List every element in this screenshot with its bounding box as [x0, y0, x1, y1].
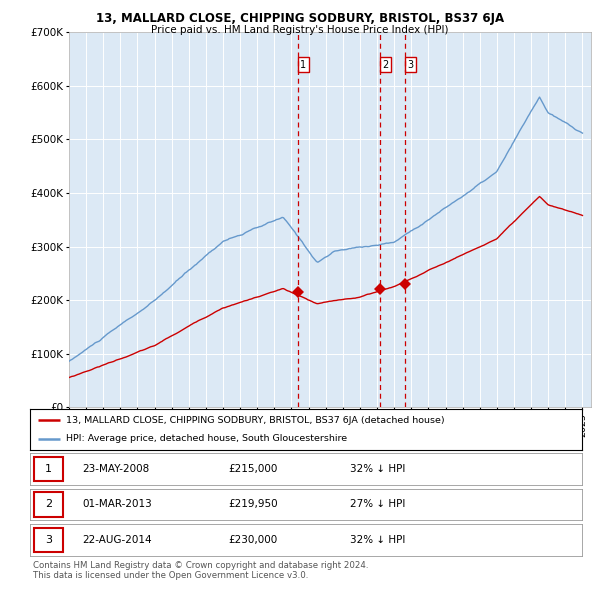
Text: 3: 3 — [407, 60, 413, 70]
Text: 32% ↓ HPI: 32% ↓ HPI — [350, 464, 406, 474]
Text: £219,950: £219,950 — [229, 500, 278, 509]
FancyBboxPatch shape — [34, 527, 63, 552]
FancyBboxPatch shape — [34, 492, 63, 517]
Text: 01-MAR-2013: 01-MAR-2013 — [82, 500, 152, 509]
Text: 13, MALLARD CLOSE, CHIPPING SODBURY, BRISTOL, BS37 6JA (detached house): 13, MALLARD CLOSE, CHIPPING SODBURY, BRI… — [66, 416, 445, 425]
Text: Contains HM Land Registry data © Crown copyright and database right 2024.
This d: Contains HM Land Registry data © Crown c… — [33, 560, 368, 580]
Text: HPI: Average price, detached house, South Gloucestershire: HPI: Average price, detached house, Sout… — [66, 434, 347, 443]
Text: £215,000: £215,000 — [229, 464, 278, 474]
Text: 2: 2 — [382, 60, 388, 70]
Text: 23-MAY-2008: 23-MAY-2008 — [82, 464, 149, 474]
Text: 2: 2 — [45, 500, 52, 509]
FancyBboxPatch shape — [34, 457, 63, 481]
Text: £230,000: £230,000 — [229, 535, 278, 545]
Text: 27% ↓ HPI: 27% ↓ HPI — [350, 500, 406, 509]
Text: 3: 3 — [45, 535, 52, 545]
Text: 1: 1 — [45, 464, 52, 474]
Text: Price paid vs. HM Land Registry's House Price Index (HPI): Price paid vs. HM Land Registry's House … — [151, 25, 449, 35]
Text: 13, MALLARD CLOSE, CHIPPING SODBURY, BRISTOL, BS37 6JA: 13, MALLARD CLOSE, CHIPPING SODBURY, BRI… — [96, 12, 504, 25]
Text: 1: 1 — [300, 60, 307, 70]
Text: 32% ↓ HPI: 32% ↓ HPI — [350, 535, 406, 545]
Text: 22-AUG-2014: 22-AUG-2014 — [82, 535, 152, 545]
